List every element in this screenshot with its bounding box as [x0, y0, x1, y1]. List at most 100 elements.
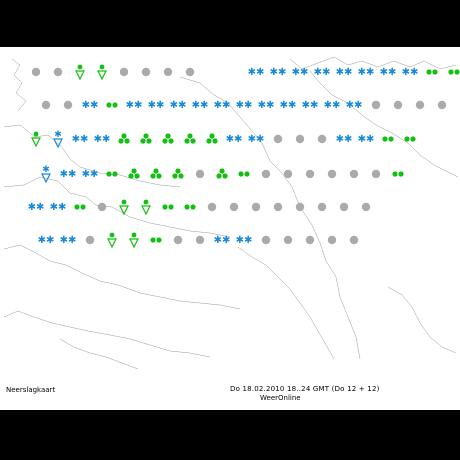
svg-text:✱✱: ✱✱	[248, 134, 265, 145]
rain-green-symbol	[74, 204, 86, 210]
snow-blue-symbol: ✱✱	[280, 100, 297, 111]
snow-blue-symbol: ✱✱	[358, 134, 375, 145]
dot-gray-symbol	[415, 100, 425, 110]
snow-blue-symbol: ✱✱	[94, 134, 111, 145]
map-source: WeerOnline	[260, 394, 301, 402]
svg-text:✱✱: ✱✱	[214, 100, 231, 111]
dot-gray-symbol	[119, 67, 129, 77]
snow-blue-symbol: ✱✱	[38, 235, 55, 246]
dot-gray-symbol	[85, 235, 95, 245]
svg-text:✱✱: ✱✱	[60, 169, 77, 180]
dot-gray-symbol	[31, 67, 41, 77]
shower-green-symbol	[31, 131, 41, 148]
svg-text:✱✱: ✱✱	[280, 100, 297, 111]
svg-text:✱: ✱	[42, 165, 50, 175]
heavy-green-symbol	[216, 168, 228, 179]
heavy-green-symbol	[118, 133, 130, 144]
snow-blue-symbol: ✱✱	[236, 100, 253, 111]
svg-text:✱✱: ✱✱	[60, 235, 77, 246]
snow-blue-symbol: ✱✱	[148, 100, 165, 111]
rain-green-symbol	[392, 171, 404, 177]
snow-blue-symbol: ✱✱	[82, 100, 99, 111]
map-timestamp: Do 18.02.2010 18..24 GMT (Do 12 + 12)	[230, 385, 380, 393]
svg-text:✱✱: ✱✱	[402, 67, 419, 78]
svg-text:✱✱: ✱✱	[170, 100, 187, 111]
snow-blue-symbol: ✱✱	[60, 169, 77, 180]
dot-gray-symbol	[349, 169, 359, 179]
dot-gray-symbol	[163, 67, 173, 77]
dot-gray-symbol	[361, 202, 371, 212]
snow-blue-symbol: ✱✱	[170, 100, 187, 111]
snow-blue-symbol: ✱✱	[346, 100, 363, 111]
dot-gray-symbol	[207, 202, 217, 212]
snow-blue-symbol: ✱✱	[192, 100, 209, 111]
svg-text:✱✱: ✱✱	[324, 100, 341, 111]
snow-blue-symbol: ✱✱	[248, 67, 265, 78]
map-boundaries	[3, 56, 459, 370]
snow-blue-symbol: ✱✱	[226, 134, 243, 145]
dot-gray-symbol	[371, 100, 381, 110]
shower-green-symbol	[119, 199, 129, 216]
svg-text:✱✱: ✱✱	[236, 235, 253, 246]
svg-text:✱✱: ✱✱	[82, 100, 99, 111]
dot-gray-symbol	[261, 169, 271, 179]
snow-blue-symbol: ✱✱	[248, 134, 265, 145]
snow-blue-symbol: ✱✱	[336, 67, 353, 78]
snow-blue-symbol: ✱✱	[236, 235, 253, 246]
svg-text:✱✱: ✱✱	[82, 169, 99, 180]
dot-gray-symbol	[327, 169, 337, 179]
dot-gray-symbol	[393, 100, 403, 110]
svg-text:✱✱: ✱✱	[292, 67, 309, 78]
svg-text:✱✱: ✱✱	[380, 67, 397, 78]
snow-blue-symbol: ✱✱	[28, 202, 45, 213]
svg-text:✱✱: ✱✱	[336, 67, 353, 78]
dot-gray-symbol	[305, 169, 315, 179]
dot-gray-symbol	[283, 235, 293, 245]
dot-gray-symbol	[305, 235, 315, 245]
map-title: Neerslagkaart	[6, 386, 56, 394]
dot-gray-symbol	[349, 235, 359, 245]
heavy-green-symbol	[206, 133, 218, 144]
svg-text:✱✱: ✱✱	[248, 67, 265, 78]
dot-gray-symbol	[97, 202, 107, 212]
heavy-green-symbol	[128, 168, 140, 179]
dot-gray-symbol	[185, 67, 195, 77]
rain-green-symbol	[162, 204, 174, 210]
dot-gray-symbol	[173, 235, 183, 245]
rain-green-symbol	[426, 69, 438, 75]
dot-gray-symbol	[273, 134, 283, 144]
heavy-green-symbol	[162, 133, 174, 144]
snow-blue-symbol: ✱✱	[214, 235, 231, 246]
dot-gray-symbol	[195, 235, 205, 245]
snow-blue-symbol: ✱✱	[292, 67, 309, 78]
svg-text:✱✱: ✱✱	[302, 100, 319, 111]
svg-text:✱✱: ✱✱	[38, 235, 55, 246]
svg-text:✱✱: ✱✱	[72, 134, 89, 145]
dot-gray-symbol	[273, 202, 283, 212]
svg-text:✱✱: ✱✱	[214, 235, 231, 246]
dot-gray-symbol	[53, 67, 63, 77]
snow-blue-symbol: ✱✱	[126, 100, 143, 111]
dot-gray-symbol	[261, 235, 271, 245]
snow-blue-symbol: ✱✱	[270, 67, 287, 78]
snow-blue-symbol: ✱✱	[324, 100, 341, 111]
shower-green-symbol	[129, 232, 139, 249]
snow-blue-symbol: ✱✱	[258, 100, 275, 111]
svg-text:✱✱: ✱✱	[28, 202, 45, 213]
heavy-green-symbol	[184, 133, 196, 144]
snow-blue-symbol: ✱✱	[380, 67, 397, 78]
dot-gray-symbol	[229, 202, 239, 212]
dot-gray-symbol	[317, 134, 327, 144]
weather-symbols: ✱✱ ✱✱ ✱✱ ✱✱ ✱✱ ✱✱ ✱✱ ✱✱✱✱ ✱✱ ✱✱ ✱✱ ✱✱ ✱✱ ✱✱ ✱✱ ✱✱ ✱✱ ✱✱ ✱✱…	[28, 64, 460, 249]
snow-blue-symbol: ✱✱	[72, 134, 89, 145]
svg-text:✱✱: ✱✱	[358, 67, 375, 78]
dot-gray-symbol	[317, 202, 327, 212]
dot-gray-symbol	[63, 100, 73, 110]
svg-text:✱✱: ✱✱	[126, 100, 143, 111]
rain-green-symbol	[382, 136, 394, 142]
dot-gray-symbol	[295, 134, 305, 144]
svg-text:✱✱: ✱✱	[346, 100, 363, 111]
svg-text:✱✱: ✱✱	[192, 100, 209, 111]
svg-text:✱✱: ✱✱	[236, 100, 253, 111]
snow-blue-symbol: ✱✱	[336, 134, 353, 145]
